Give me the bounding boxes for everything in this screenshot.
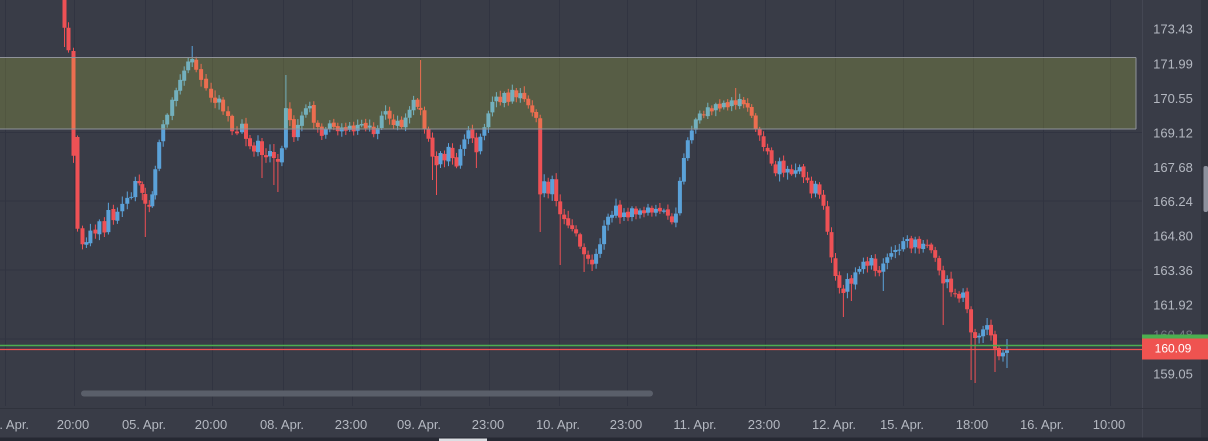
svg-text:20:00: 20:00: [57, 417, 90, 432]
svg-text:15. Apr.: 15. Apr.: [880, 417, 924, 432]
svg-text:23:00: 23:00: [748, 417, 781, 432]
svg-text:04. Apr.: 04. Apr.: [0, 417, 29, 432]
svg-text:18:00: 18:00: [956, 417, 989, 432]
svg-text:10. Apr.: 10. Apr.: [536, 417, 580, 432]
svg-text:09. Apr.: 09. Apr.: [397, 417, 441, 432]
svg-text:05. Apr.: 05. Apr.: [122, 417, 166, 432]
svg-text:166.24: 166.24: [1153, 194, 1193, 209]
svg-text:161.92: 161.92: [1153, 297, 1193, 312]
svg-text:163.36: 163.36: [1153, 263, 1193, 278]
svg-text:173.43: 173.43: [1153, 21, 1193, 36]
svg-text:164.80: 164.80: [1153, 228, 1193, 243]
svg-text:159.05: 159.05: [1153, 366, 1193, 381]
svg-text:23:00: 23:00: [610, 417, 643, 432]
svg-text:23:00: 23:00: [472, 417, 505, 432]
svg-text:20:00: 20:00: [195, 417, 228, 432]
svg-text:10:00: 10:00: [1093, 417, 1126, 432]
svg-text:12. Apr.: 12. Apr.: [812, 417, 856, 432]
svg-text:08. Apr.: 08. Apr.: [260, 417, 304, 432]
svg-text:23:00: 23:00: [335, 417, 368, 432]
svg-text:171.99: 171.99: [1153, 56, 1193, 71]
svg-text:167.68: 167.68: [1153, 160, 1193, 175]
svg-text:160.09: 160.09: [1155, 341, 1192, 355]
svg-text:11. Apr.: 11. Apr.: [673, 417, 716, 432]
svg-text:16. Apr.: 16. Apr.: [1020, 417, 1064, 432]
svg-text:170.55: 170.55: [1153, 91, 1193, 106]
svg-text:169.12: 169.12: [1153, 125, 1193, 140]
